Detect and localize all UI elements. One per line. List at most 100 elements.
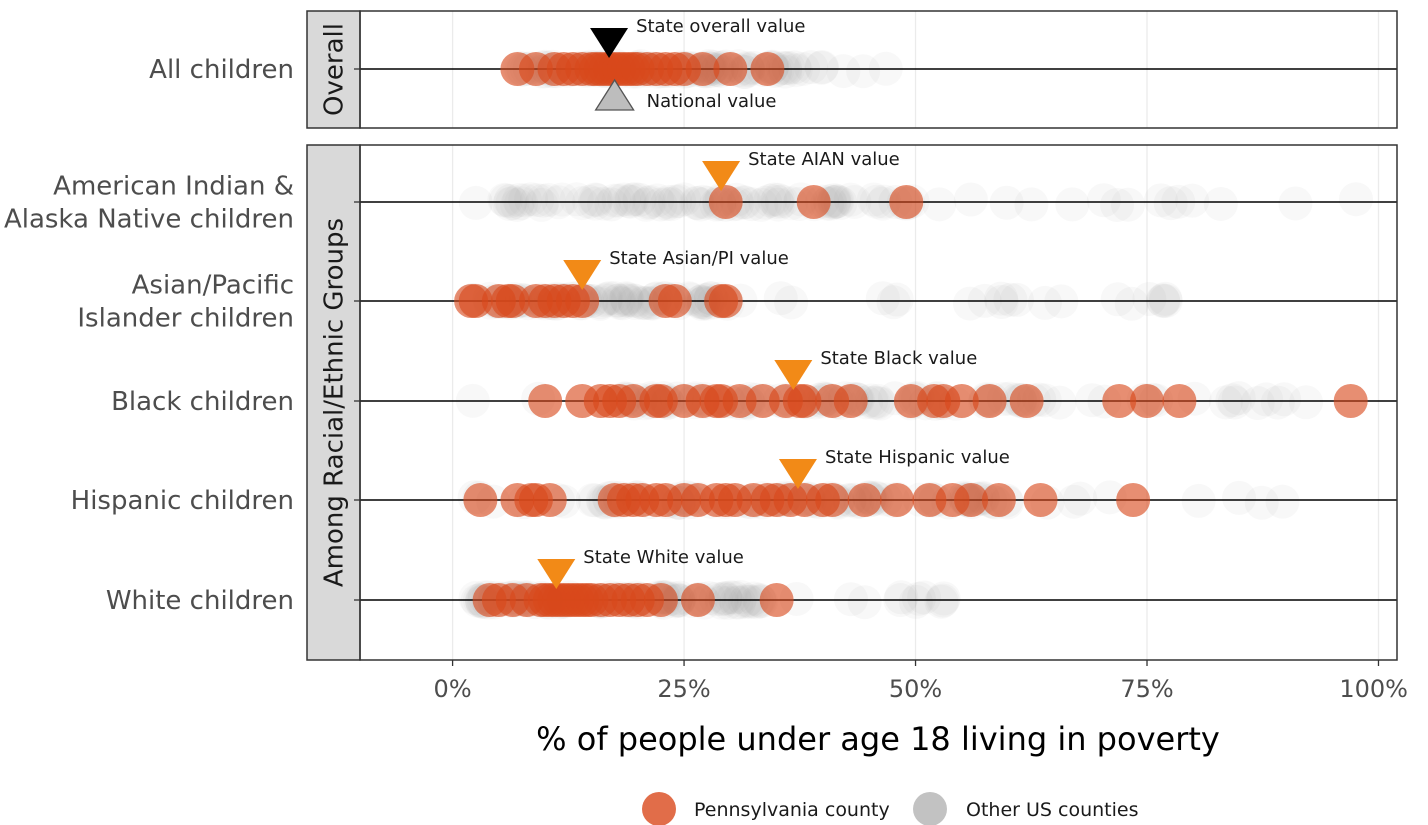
other-county-dot [1267, 382, 1302, 417]
other-county-dot [744, 187, 779, 222]
other-county-dot [1086, 183, 1121, 218]
other-county-dot [757, 182, 792, 217]
x-tick-label: 75% [1120, 675, 1173, 703]
other-county-dot [1260, 385, 1295, 420]
other-county-dot [617, 182, 652, 217]
other-county-dot [629, 187, 664, 222]
other-county-dot [856, 182, 891, 217]
x-tick-label: 25% [657, 675, 710, 703]
other-county-dot [804, 50, 839, 85]
other-county-dot [761, 187, 796, 222]
other-county-dot [1148, 281, 1183, 316]
national-value-marker [594, 78, 635, 111]
pennsylvania-counties [463, 483, 1151, 517]
other-county-dot [531, 182, 566, 217]
other-county-dot [601, 183, 636, 218]
other-county-dot [495, 186, 530, 221]
pennsylvania-county-dot [708, 185, 743, 219]
other-county-dot [719, 585, 754, 620]
other-county-dot [1110, 187, 1145, 222]
other-county-dot [609, 282, 644, 317]
other-county-dot [898, 584, 933, 619]
pennsylvania-county-dot [565, 284, 600, 318]
other-county-dot [525, 183, 560, 218]
other-county-dot [804, 50, 839, 85]
other-county-dot [609, 281, 644, 316]
other-county-dot [778, 53, 813, 88]
other-county-dot [926, 581, 961, 616]
other-county-dot [863, 386, 898, 421]
other-county-dot [592, 281, 627, 316]
other-county-dot [487, 182, 522, 217]
other-county-dot [953, 182, 988, 217]
state-value-marker [774, 360, 813, 390]
other-county-dot [680, 186, 715, 221]
other-county-dot [643, 187, 678, 222]
other-county-dot [760, 182, 795, 217]
pennsylvania-counties [708, 185, 924, 219]
other-county-dot [860, 385, 895, 420]
other-county-dot [1175, 183, 1210, 218]
other-county-dot [865, 281, 900, 316]
other-county-dot [1153, 186, 1188, 221]
row-label: All children [149, 55, 294, 85]
other-county-dot [605, 286, 640, 321]
pennsylvania-county-dot [1023, 483, 1058, 517]
pennsylvania-county-dot [1116, 483, 1151, 517]
other-county-dot [734, 584, 769, 619]
other-county-dot [1339, 182, 1374, 217]
legend-swatch [913, 792, 947, 825]
other-county-dot [488, 183, 523, 218]
other-county-dot [667, 182, 702, 217]
row-label: Hispanic children [71, 486, 294, 516]
marker-annotation: State overall value [636, 16, 805, 37]
marker-annotation: State Black value [820, 348, 977, 369]
other-county-dot [774, 285, 809, 320]
panels-layer: Overall State overall value National value… [4, 10, 1398, 661]
pennsylvania-county-dot [972, 384, 1007, 418]
pennsylvania-county-dot [657, 284, 692, 318]
facet-strip-label: Overall [320, 23, 350, 116]
other-county-dot [514, 182, 549, 217]
other-county-dot [520, 183, 555, 218]
other-county-dot [559, 182, 594, 217]
pennsylvania-county-dot [1333, 384, 1368, 418]
row-label: Black children [111, 387, 294, 417]
data-row: State White value White children [106, 547, 1397, 620]
x-tick-label: 100% [1339, 675, 1408, 703]
marker-annotation: State Hispanic value [825, 447, 1010, 468]
row-label: American Indian & [53, 172, 294, 202]
other-county-dot [1203, 186, 1238, 221]
pennsylvania-county-dot [1102, 384, 1137, 418]
other-county-dot [984, 281, 1019, 316]
other-county-dot [1063, 481, 1098, 516]
state-value-marker [563, 260, 602, 290]
marker-annotation: State White value [583, 547, 744, 568]
pennsylvania-county-dot [532, 483, 567, 517]
other-county-dot [924, 584, 959, 619]
other-county-dot [594, 187, 629, 222]
panel-border [359, 10, 1398, 129]
state-value-marker [537, 559, 576, 589]
other-county-dot [1132, 281, 1167, 316]
pennsylvania-county-dot [680, 583, 715, 617]
other-county-dot [1217, 385, 1252, 420]
other-county-dot [704, 582, 739, 617]
other-county-dot [708, 581, 743, 616]
other-county-dot [922, 187, 957, 222]
other-county-dot [833, 582, 868, 617]
other-county-dot [579, 183, 614, 218]
legend-label: Other US counties [966, 799, 1138, 821]
pennsylvania-county-dot [528, 384, 563, 418]
other-county-dot [1181, 483, 1216, 518]
pennsylvania-county-dot [713, 52, 748, 86]
x-axis: 0% 25% 50% 75% 100% % of people under age 18 … [434, 660, 1408, 758]
other-county-dot [1143, 183, 1178, 218]
other-county-dot [1289, 385, 1324, 420]
other-county-dot [1240, 386, 1275, 421]
other-county-dot [1244, 485, 1279, 520]
pennsylvania-county-dot [463, 483, 498, 517]
other-county-dot [654, 187, 689, 222]
other-county-dot [723, 580, 758, 615]
other-county-dot [504, 186, 539, 221]
